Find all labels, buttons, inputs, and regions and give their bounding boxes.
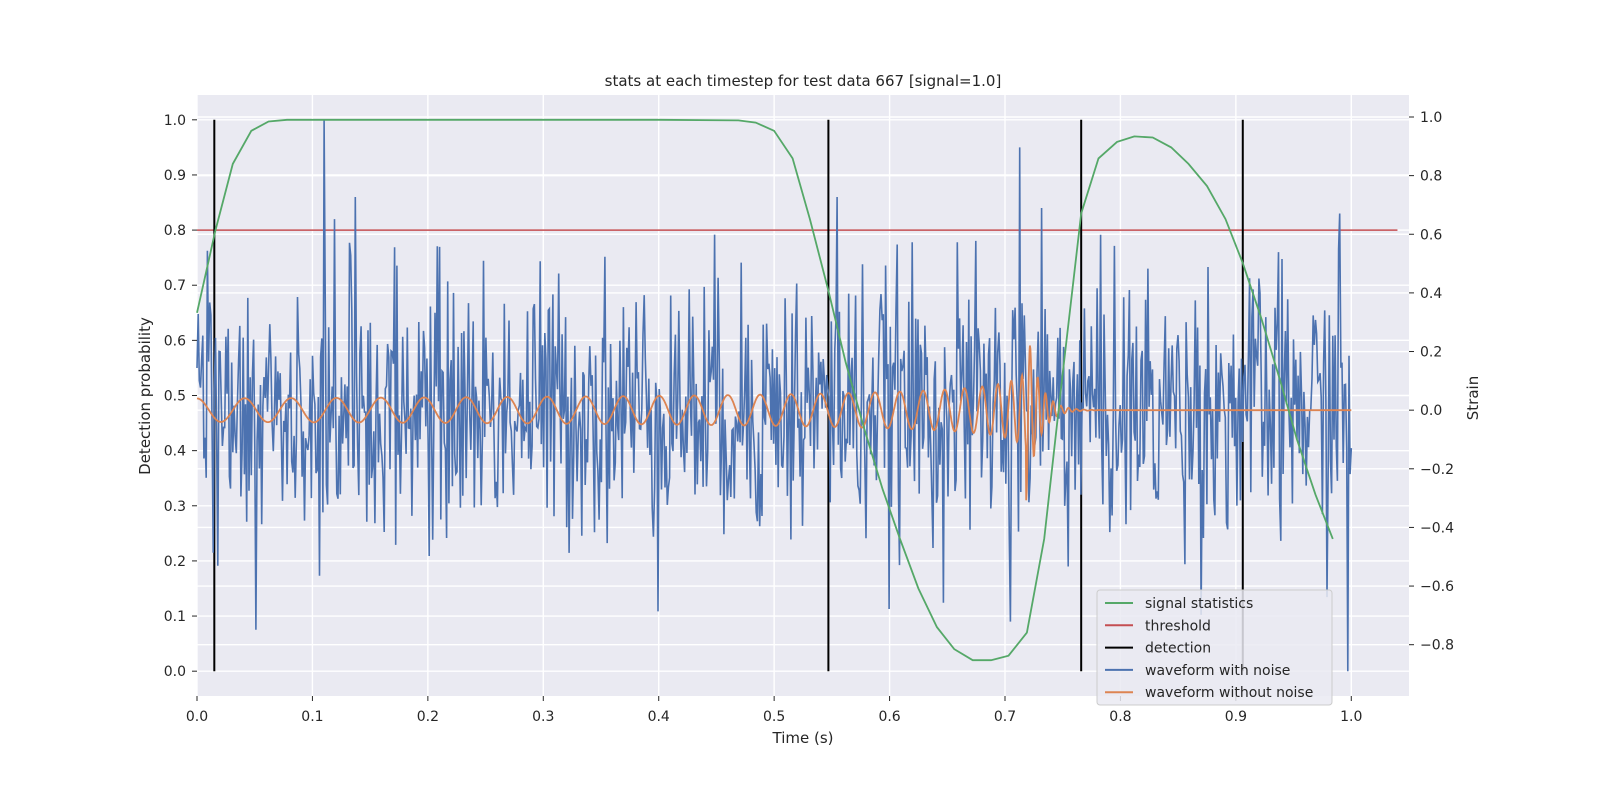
x-tick-label: 0.5 [763, 709, 785, 725]
y-tick-label: 0.9 [164, 168, 186, 184]
x-tick-label: 0.1 [301, 709, 323, 725]
y-tick-label: 0.3 [164, 499, 186, 515]
x-tick-label: 0.9 [1225, 709, 1247, 725]
x-axis-label: Time (s) [772, 729, 834, 747]
waveform-with-noise-line [196, 119, 1353, 672]
y2-tick-label: 0.2 [1420, 345, 1442, 361]
x-tick-label: 0.8 [1109, 709, 1131, 725]
chart-title: stats at each timestep for test data 667… [605, 72, 1002, 90]
x-tick-label: 0.6 [878, 709, 900, 725]
x-tick-label: 0.7 [994, 709, 1016, 725]
y2-tick-label: 0.8 [1420, 169, 1442, 185]
x-tick-label: 1.0 [1340, 709, 1362, 725]
y-tick-label: 0.1 [164, 609, 186, 625]
y-axis-ticks: 0.0 0.1 0.2 0.3 0.4 0.5 0.6 0.7 0.8 0.9 1.0 [164, 113, 197, 680]
y-tick-label: 0.2 [164, 554, 186, 570]
y2-axis-ticks: −0.8 −0.6 −0.4 −0.2 0.0 0.2 0.4 0.6 0.8 1.0 [1409, 110, 1454, 654]
waveform-without-noise-layer [196, 345, 1352, 501]
y-tick-label: 0.4 [164, 444, 186, 460]
legend: signal statistics threshold detection wavef… [1096, 589, 1333, 706]
signal-statistics-line [196, 118, 1334, 662]
legend-label-waveform-without-noise: waveform without noise [1145, 685, 1313, 701]
y2-tick-label: 1.0 [1420, 110, 1442, 126]
y2-tick-label: 0.6 [1420, 227, 1442, 243]
legend-label-threshold: threshold [1145, 618, 1211, 634]
x-axis-ticks: 0.0 0.1 0.2 0.3 0.4 0.5 0.6 0.7 0.8 0.9 1.0 [186, 696, 1362, 725]
legend-label-waveform-with-noise: waveform with noise [1145, 663, 1290, 679]
x-tick-label: 0.2 [417, 709, 439, 725]
legend-box [1096, 589, 1333, 706]
y2-tick-label: −0.8 [1420, 638, 1454, 654]
y-tick-label: 0.0 [164, 664, 186, 680]
y2-tick-label: −0.4 [1420, 520, 1454, 536]
waveform-without-noise-line [196, 345, 1352, 501]
x-tick-label: 0.3 [532, 709, 554, 725]
y-tick-label: 0.6 [164, 333, 186, 349]
y-tick-label: 0.8 [164, 223, 186, 239]
y2-tick-label: 0.4 [1420, 286, 1442, 302]
y2-tick-label: −0.2 [1420, 462, 1454, 478]
signal-statistics-layer [196, 118, 1334, 662]
waveform-with-noise-layer [196, 119, 1353, 672]
y-tick-label: 0.7 [164, 278, 186, 294]
y-tick-label: 0.5 [164, 389, 186, 405]
y2-axis-label: Strain [1464, 376, 1482, 420]
legend-label-detection: detection [1145, 641, 1211, 657]
y-axis-label: Detection probability [136, 317, 154, 475]
legend-label-signal-statistics: signal statistics [1145, 596, 1253, 612]
y-tick-label: 1.0 [164, 113, 186, 129]
y2-tick-label: 0.0 [1420, 403, 1442, 419]
x-tick-label: 0.4 [648, 709, 670, 725]
y2-tick-label: −0.6 [1420, 579, 1454, 595]
x-tick-label: 0.0 [186, 709, 208, 725]
